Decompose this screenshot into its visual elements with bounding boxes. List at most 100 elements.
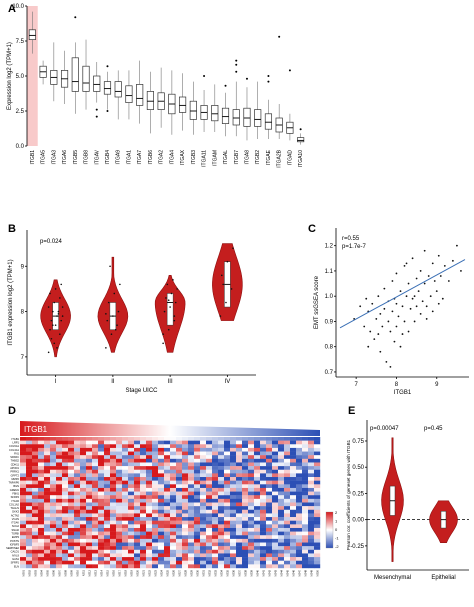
heatmap-cell: [272, 447, 279, 452]
heatmap-cell: [92, 462, 99, 467]
heatmap-cell: [206, 451, 213, 456]
heatmap-cell: [248, 466, 255, 470]
heatmap-cell: [272, 506, 279, 510]
heatmap-cell: [98, 546, 105, 551]
heatmap-cell: [92, 495, 99, 500]
heatmap-cell: [224, 444, 231, 449]
heatmap-cell: [290, 469, 297, 474]
b-point: [167, 328, 170, 331]
heatmap-cell: [116, 495, 123, 500]
heatmap-cell: [290, 531, 297, 536]
heatmap-cell: [44, 527, 51, 532]
heatmap-cell: [176, 546, 183, 551]
c-point: [395, 302, 398, 305]
panel-a-label: A: [8, 3, 16, 15]
heatmap-cell: [86, 531, 93, 536]
highlight-band: [27, 6, 38, 146]
heatmap-cell: [308, 469, 315, 474]
heatmap-cell: [26, 437, 33, 441]
a-outlier: [106, 65, 109, 68]
heatmap-cell: [26, 517, 33, 521]
heatmap-cell: [116, 462, 123, 467]
heatmap-cell: [248, 557, 255, 561]
heatmap-cell: [266, 546, 273, 551]
heatmap-cell: [110, 502, 117, 507]
heatmap-cell: [134, 447, 141, 452]
heatmap-column-label: NS26: [172, 569, 176, 576]
a-x-tick-label: ITGAD: [287, 150, 293, 166]
heatmap-cell: [134, 444, 141, 449]
heatmap-cell: [170, 491, 177, 496]
heatmap-cell: [308, 447, 315, 452]
heatmap-cell: [266, 469, 273, 474]
heatmap-cell: [266, 498, 273, 503]
heatmap-cell: [128, 487, 135, 492]
heatmap-cell: [74, 469, 81, 474]
heatmap-cell: [182, 546, 189, 551]
heatmap-cell: [230, 477, 237, 481]
heatmap-cell: [140, 546, 147, 551]
heatmap-cell: [110, 466, 117, 470]
heatmap-cell: [236, 546, 243, 551]
heatmap-cell: [278, 546, 285, 551]
b-point: [165, 297, 167, 299]
heatmap-cell: [140, 444, 147, 449]
heatmap-cell: [50, 509, 57, 514]
heatmap-cell: [20, 531, 27, 536]
heatmap-row-label: FN1: [14, 451, 19, 455]
heatmap-cell: [176, 517, 183, 521]
heatmap-cell: [92, 469, 99, 474]
e-violins: [381, 437, 458, 562]
heatmap-cell: [176, 513, 183, 518]
heatmap-cell: [146, 491, 153, 496]
heatmap-cell: [302, 473, 309, 478]
heatmap-cell: [164, 469, 171, 474]
heatmap-cell: [194, 560, 201, 565]
heatmap-cell: [68, 513, 75, 518]
heatmap-cell: [230, 527, 237, 532]
heatmap-cell: [122, 487, 129, 492]
a-x-tick-label: ITGB1: [30, 150, 36, 165]
heatmap-cell: [62, 553, 69, 558]
b-violins: [40, 243, 243, 358]
heatmap-row-label: GAS1: [12, 557, 19, 561]
heatmap-cell: [302, 444, 309, 449]
heatmap-cell: [290, 466, 297, 470]
heatmap-cell: [188, 535, 195, 540]
heatmap-cell: [134, 477, 141, 481]
heatmap-cell: [212, 560, 219, 565]
heatmap-cell: [260, 524, 267, 529]
heatmap-cell: [188, 527, 195, 532]
heatmap-cell: [224, 440, 231, 445]
heatmap-cell: [68, 444, 75, 449]
heatmap-cell: [206, 524, 213, 529]
heatmap-cell: [308, 560, 315, 565]
heatmap-cell: [164, 513, 171, 518]
heatmap-cell: [188, 553, 195, 558]
heatmap-cell: [254, 502, 261, 507]
heatmap-cell: [50, 502, 57, 507]
c-point: [419, 270, 422, 272]
heatmap-cell: [200, 531, 207, 536]
heatmap-cell: [68, 557, 75, 561]
heatmap-cell: [248, 451, 255, 456]
heatmap-cell: [254, 462, 261, 467]
heatmap-cell: [308, 506, 315, 510]
heatmap-cell: [62, 509, 69, 514]
heatmap-cell: [116, 517, 123, 521]
heatmap-cell: [200, 487, 207, 492]
b-point: [232, 247, 234, 249]
heatmap-cell: [248, 498, 255, 503]
heatmap-cell: [20, 524, 27, 529]
heatmap-cell: [92, 437, 99, 441]
heatmap-cell: [122, 517, 129, 521]
heatmap-cell: [44, 564, 51, 569]
heatmap-cell: [62, 524, 69, 529]
heatmap-cell: [110, 538, 117, 543]
heatmap-cell: [134, 549, 141, 554]
heatmap-cell: [158, 487, 165, 492]
b-point: [225, 301, 227, 304]
heatmap-cell: [236, 487, 243, 492]
heatmap-cell: [188, 542, 195, 547]
heatmap-cell: [194, 480, 201, 485]
